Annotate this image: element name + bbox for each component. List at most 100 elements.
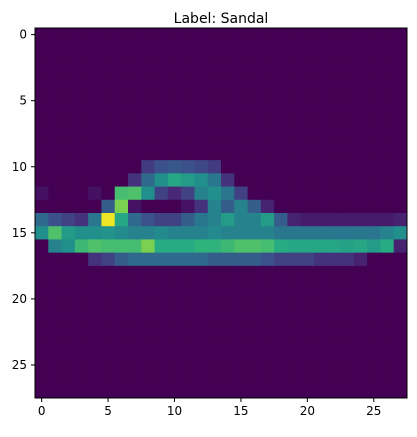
heatmap-cell [141,186,155,201]
heatmap-cell [353,54,368,69]
heatmap-cell [35,252,49,267]
heatmap-cell [314,384,328,399]
heatmap-cell [35,265,49,280]
heatmap-cell [207,199,222,214]
heatmap-cell [114,252,129,267]
x-axis: 0 5 10 15 20 25 [38,398,381,418]
heatmap-cell [48,41,62,55]
heatmap-cell [380,331,395,346]
heatmap-cell [74,213,89,227]
heatmap-cell [393,120,408,135]
heatmap-cell [181,28,195,42]
heatmap-cell [74,186,89,201]
heatmap-cell [247,28,262,42]
heatmap-cell [234,358,248,372]
heatmap-cell [114,239,129,254]
heatmap-cell [327,239,341,254]
heatmap-cell [154,80,169,95]
heatmap-cell [247,173,262,187]
heatmap-cell [207,226,222,240]
heatmap-cell [181,120,195,135]
heatmap-cell [154,358,169,372]
heatmap-cell [101,345,116,359]
heatmap-cell [221,252,235,267]
heatmap-cell [274,54,288,69]
heatmap-cell [221,318,235,333]
heatmap-cell [234,67,248,82]
heatmap-cell [380,199,395,214]
heatmap-cell [141,226,155,240]
heatmap-cell [287,265,302,280]
heatmap-cell [367,371,381,386]
heatmap-cell [300,213,315,227]
x-tick-label: 15 [233,404,248,418]
heatmap-cell [340,371,355,386]
heatmap-cell [101,186,116,201]
heatmap-cell [367,54,381,69]
heatmap-cell [154,292,169,306]
heatmap-cell [61,358,76,372]
heatmap-cell [61,133,76,148]
heatmap-cell [314,239,328,254]
heatmap-cell [353,107,368,121]
heatmap-cell [141,199,155,214]
heatmap-cell [287,94,302,108]
heatmap-cell [101,41,116,55]
heatmap-cell [154,371,169,386]
heatmap-cell [141,28,155,42]
heatmap-cell [88,292,102,306]
heatmap-cell [194,252,209,267]
heatmap-cell [287,358,302,372]
heatmap-cell [221,80,235,95]
heatmap-cell [314,318,328,333]
heatmap-cell [74,80,89,95]
heatmap-cell [61,305,76,320]
heatmap-cell [287,54,302,69]
heatmap-cell [247,252,262,267]
heatmap-cell [114,384,129,399]
heatmap-cell [353,120,368,135]
heatmap-cell [88,358,102,372]
heatmap-cell [367,384,381,399]
heatmap-cell [353,345,368,359]
heatmap-cell [35,54,49,69]
heatmap-cell [260,54,275,69]
heatmap-cell [181,80,195,95]
heatmap-cell [114,213,129,227]
heatmap-cell [247,292,262,306]
heatmap-cell [101,107,116,121]
heatmap-cell [74,358,89,372]
heatmap-cell [221,265,235,280]
heatmap-cell [247,54,262,69]
heatmap-cell [287,279,302,293]
heatmap-cell [234,28,248,42]
heatmap-cell [247,213,262,227]
heatmap-cell [167,226,182,240]
heatmap-cell [234,292,248,306]
heatmap-cell [114,94,129,108]
heatmap-cell [260,252,275,267]
heatmap-cell [367,120,381,135]
heatmap-cell [260,199,275,214]
heatmap-cell [367,133,381,148]
heatmap-cell [48,305,62,320]
heatmap-cell [367,213,381,227]
heatmap-cell [141,265,155,280]
heatmap-cell [154,146,169,161]
heatmap-cell [35,107,49,121]
heatmap-cell [167,67,182,82]
heatmap-cell [340,94,355,108]
x-tick-label: 5 [104,404,112,418]
heatmap-cell [128,239,142,254]
heatmap-cell [393,146,408,161]
heatmap-cell [181,265,195,280]
heatmap-cell [128,279,142,293]
heatmap-cell [167,252,182,267]
heatmap-cell [194,107,209,121]
heatmap-cell [128,358,142,372]
heatmap-cell [114,186,129,201]
heatmap-cell [247,199,262,214]
heatmap-cell [61,146,76,161]
heatmap-cell [247,80,262,95]
heatmap-cell [327,265,341,280]
